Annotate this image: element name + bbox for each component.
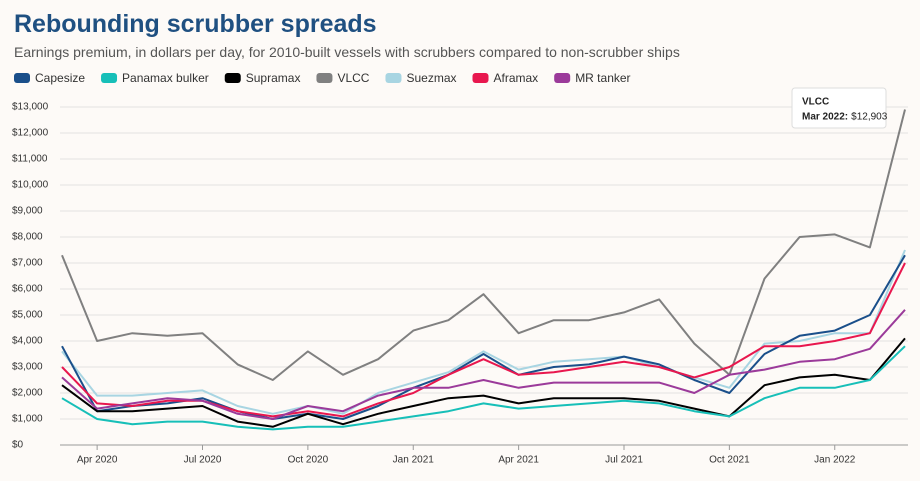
y-tick-label: $0: [12, 440, 24, 451]
series-line: [61, 345, 906, 431]
y-tick-label: $9,000: [12, 206, 43, 217]
y-tick-label: $6,000: [12, 284, 43, 295]
x-tick-label: Apr 2021: [498, 455, 539, 466]
x-tick-label: Oct 2021: [709, 455, 750, 466]
legend-swatch: [316, 73, 333, 83]
y-tick-label: $3,000: [12, 362, 43, 373]
legend-label: Panamax bulker: [122, 71, 209, 85]
legend-swatch: [472, 73, 489, 83]
y-tick-label: $11,000: [12, 154, 48, 165]
series-line: [61, 254, 906, 420]
x-tick-label: Jul 2021: [605, 455, 643, 466]
legend-swatch: [101, 73, 118, 83]
x-tick-label: Jul 2020: [184, 455, 222, 466]
x-tick-label: Oct 2020: [288, 455, 329, 466]
y-tick-label: $8,000: [12, 232, 43, 243]
y-tick-label: $5,000: [12, 310, 43, 321]
y-tick-label: $1,000: [12, 414, 43, 425]
y-tick-label: $4,000: [12, 336, 43, 347]
legend-swatch: [554, 73, 571, 83]
legend-swatch: [224, 73, 241, 83]
series-line: [61, 109, 906, 381]
tooltip-box: [791, 87, 887, 129]
x-tick-label: Jan 2021: [393, 455, 435, 466]
legend-label: Aframax: [494, 71, 539, 85]
legend-label: Supramax: [246, 71, 301, 85]
y-tick-label: $12,000: [12, 128, 49, 139]
legend-label: Capesize: [35, 71, 85, 85]
tooltip-series: VLCC: [802, 97, 829, 108]
tooltip-date: Mar 2022:: [802, 112, 848, 123]
legend-swatch: [14, 73, 30, 83]
chart-title: Rebounding scrubber spreads: [14, 10, 377, 38]
x-tick-label: Jan 2022: [814, 455, 856, 466]
y-tick-label: $7,000: [12, 258, 43, 269]
y-tick-label: $13,000: [12, 102, 49, 113]
series-line: [61, 249, 906, 415]
tooltip: VLCC Mar 2022: $12,903: [791, 87, 888, 129]
legend-label: Suezmax: [406, 71, 456, 85]
y-tick-label: $2,000: [12, 388, 43, 399]
series-line: [61, 309, 906, 420]
chart-subtitle: Earnings premium, in dollars per day, fo…: [14, 44, 680, 60]
legend-label: VLCC: [337, 71, 369, 85]
x-tick-label: Apr 2020: [77, 455, 118, 466]
legend-swatch: [385, 73, 402, 83]
series-line: [61, 337, 906, 428]
legend-label: MR tanker: [575, 71, 630, 85]
tooltip-value: $12,903: [851, 112, 888, 123]
y-tick-label: $10,000: [12, 180, 49, 191]
